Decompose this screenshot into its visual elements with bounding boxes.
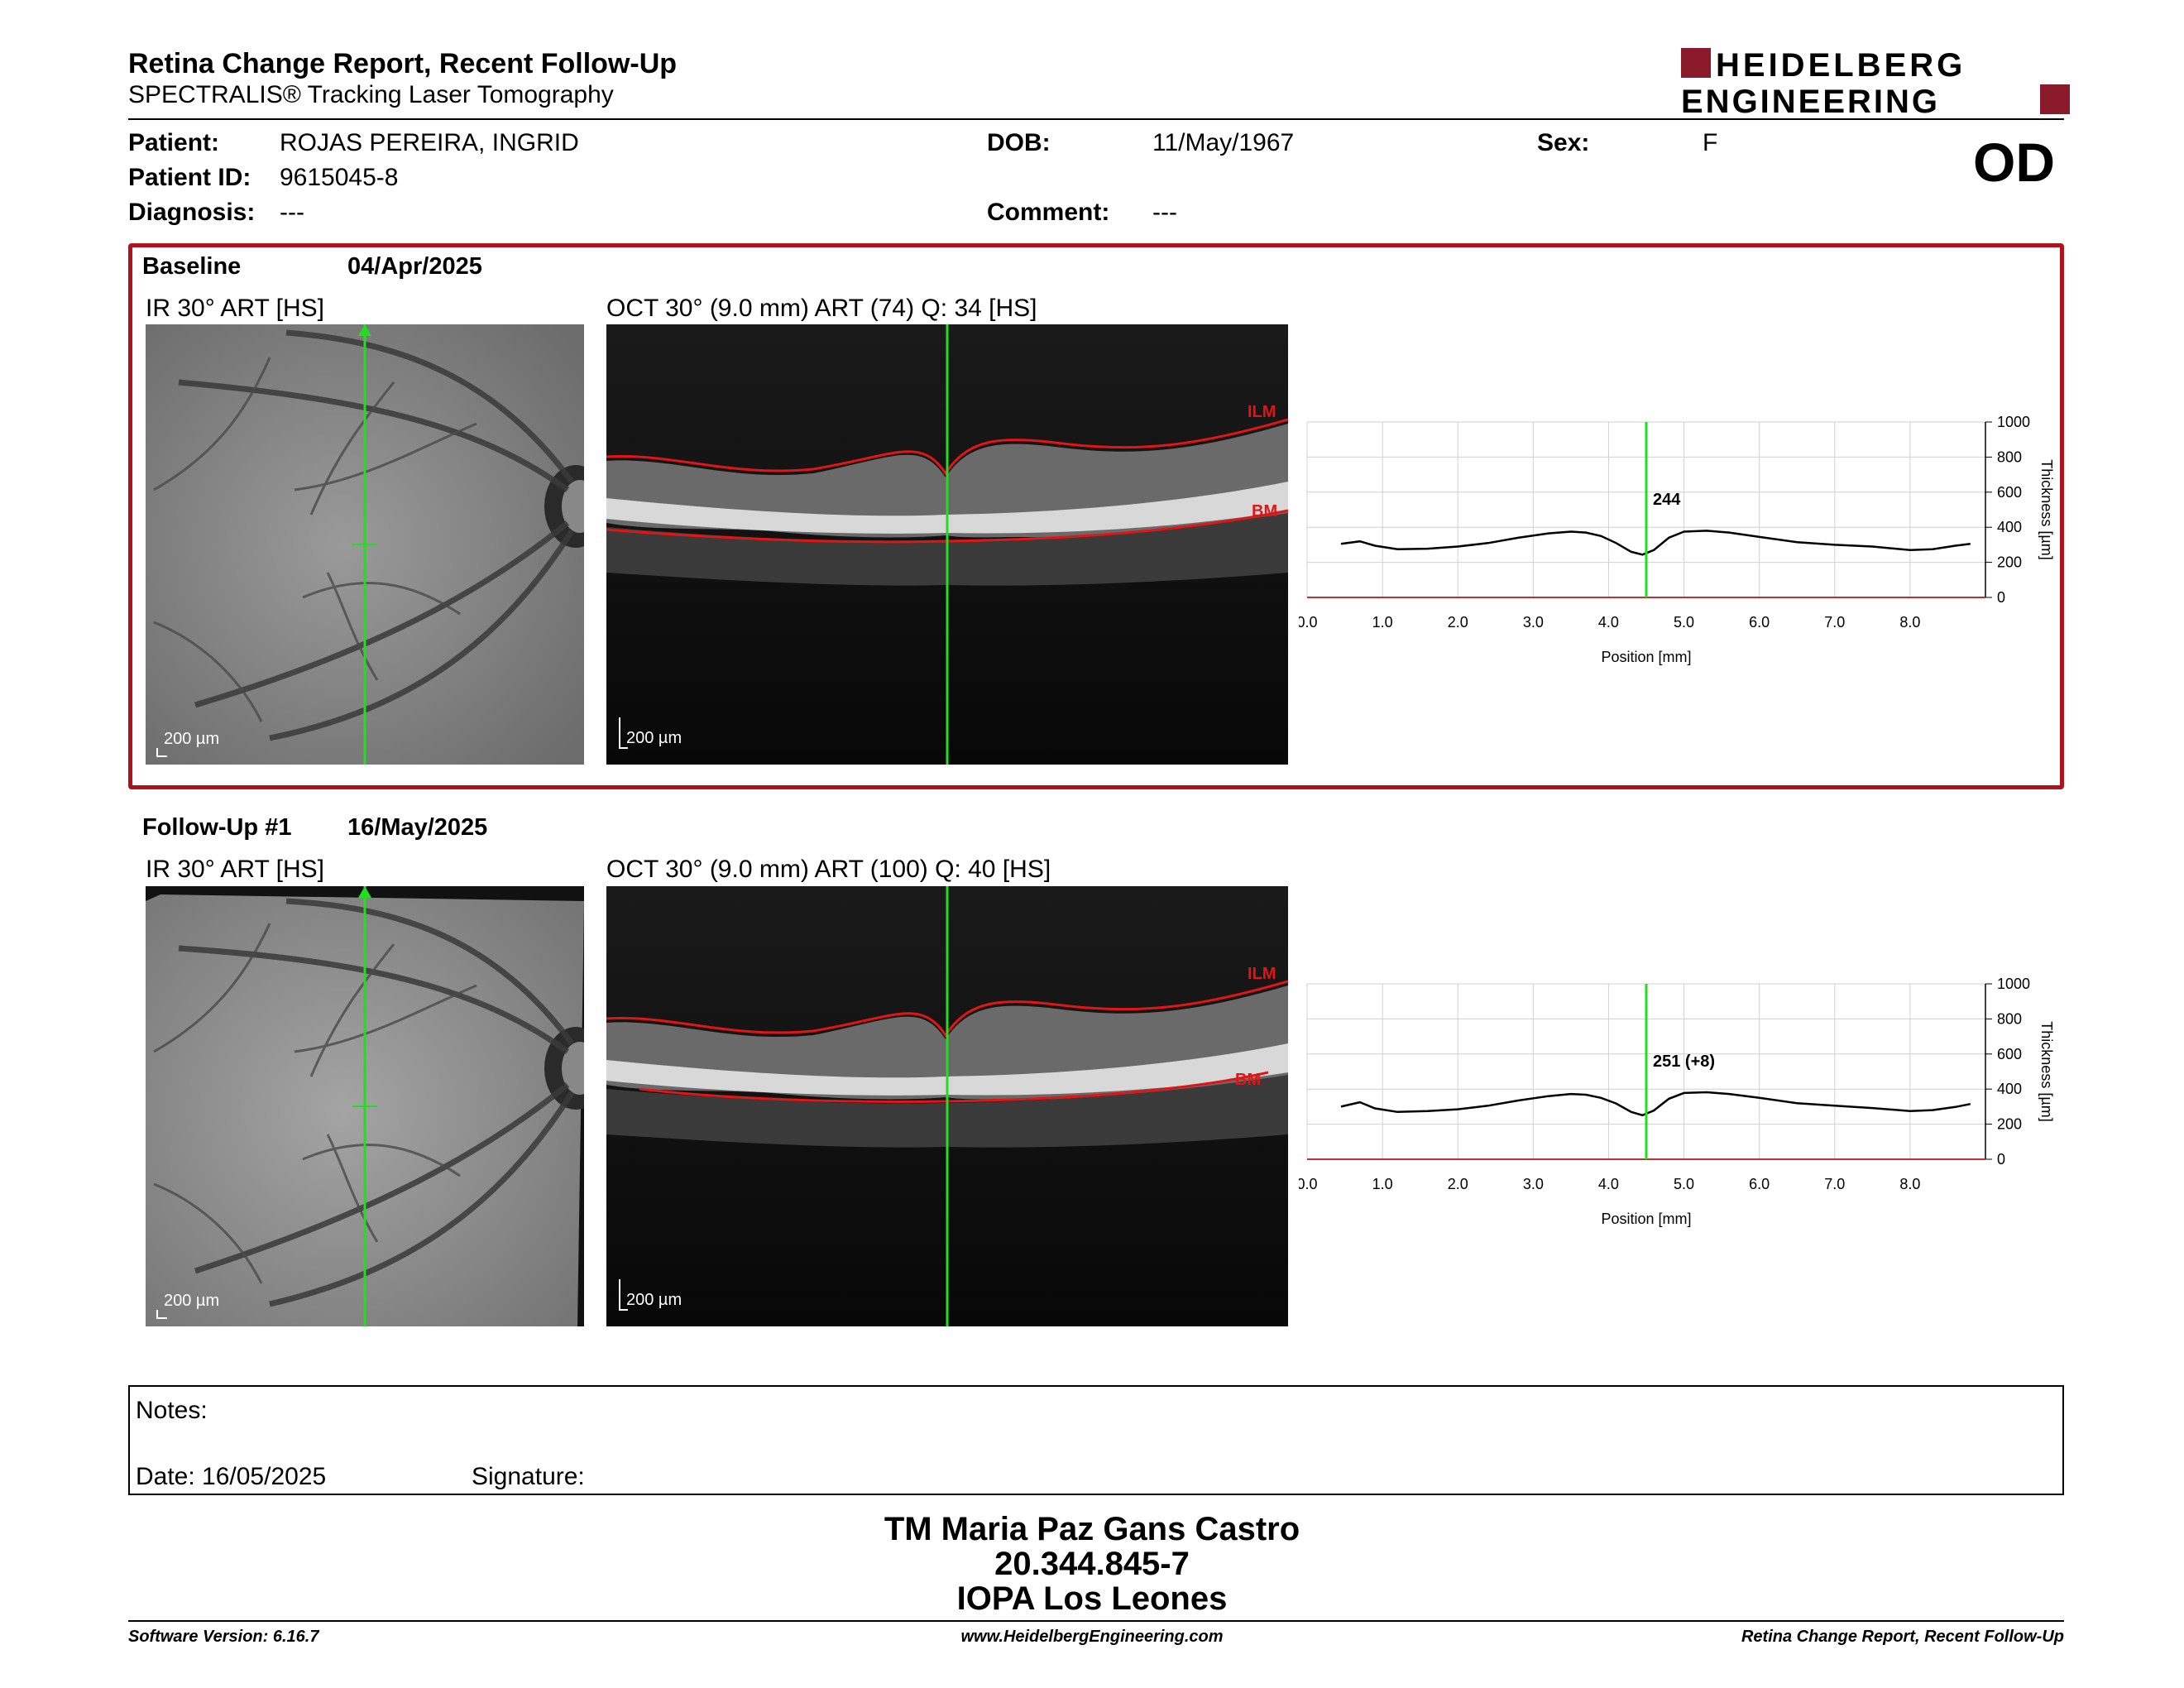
- signer-name: TM Maria Paz Gans Castro: [884, 1511, 1300, 1547]
- signature-label: Signature:: [472, 1463, 585, 1490]
- x-tick-label: 0.0: [1299, 614, 1318, 631]
- diagnosis-label: Diagnosis:: [128, 199, 256, 226]
- baseline-ir-image[interactable]: 200 µm: [146, 324, 584, 765]
- followup-bm-label: BM: [1235, 1071, 1261, 1089]
- footer-website[interactable]: www.HeidelbergEngineering.com: [960, 1628, 1224, 1646]
- patient-id-label: Patient ID:: [128, 164, 251, 191]
- followup-oct-scale: 200 µm: [626, 1291, 682, 1309]
- x-tick-label: 3.0: [1523, 1176, 1544, 1192]
- x-tick-label: 1.0: [1372, 614, 1393, 631]
- baseline-bm-label: BM: [1252, 502, 1277, 520]
- y-tick-label: 800: [1997, 1010, 2022, 1027]
- y-tick-label: 400: [1997, 1081, 2022, 1097]
- baseline-thickness-chart: 0.0 1.0 2.0 3.0 4.0 5.0 6.0 7.0 8.0 0 200 400 600 800…: [1299, 414, 2055, 665]
- y-tick-label: 0: [1997, 589, 2005, 606]
- x-tick-label: 5.0: [1674, 614, 1694, 631]
- comment-value: ---: [1152, 199, 1177, 226]
- y-tick-label: 600: [1997, 1046, 2022, 1062]
- dob-value: 11/May/1967: [1152, 129, 1295, 156]
- followup-oct-image[interactable]: ILM BM 200 µm: [606, 886, 1288, 1326]
- software-version: Software Version: 6.16.7: [128, 1628, 319, 1646]
- notes-date: Date: 16/05/2025: [136, 1463, 327, 1490]
- y-tick-label: 0: [1997, 1151, 2005, 1168]
- followup-ir-title: IR 30° ART [HS]: [146, 856, 324, 883]
- footer-report-name: Retina Change Report, Recent Follow-Up: [1741, 1628, 2064, 1646]
- patient-id-value: 9615045-8: [280, 164, 399, 191]
- baseline-ir-scale: 200 µm: [164, 730, 219, 748]
- x-tick-label: 8.0: [1899, 1176, 1920, 1192]
- followup-oct-title: OCT 30° (9.0 mm) ART (100) Q: 40 [HS]: [606, 856, 1051, 883]
- x-tick-label: 6.0: [1749, 1176, 1770, 1192]
- report-title: Retina Change Report, Recent Follow-Up: [128, 48, 678, 79]
- x-tick-label: 2.0: [1448, 1176, 1468, 1192]
- followup-label: Follow-Up #1: [142, 814, 292, 841]
- comment-label: Comment:: [987, 199, 1110, 226]
- patient-name: ROJAS PEREIRA, INGRID: [280, 129, 579, 156]
- y-axis-label: Thickness [µm]: [2038, 1021, 2055, 1121]
- y-axis-label: Thickness [µm]: [2038, 459, 2055, 559]
- heidelberg-logo: HEIDELBERG ENGINEERING: [1681, 47, 2070, 116]
- followup-ir-scale: 200 µm: [164, 1292, 219, 1310]
- signer-org: IOPA Los Leones: [956, 1580, 1228, 1617]
- baseline-oct-title: OCT 30° (9.0 mm) ART (74) Q: 34 [HS]: [606, 295, 1037, 322]
- x-tick-label: 7.0: [1824, 614, 1845, 631]
- report-subtitle: SPECTRALIS® Tracking Laser Tomography: [128, 81, 614, 108]
- notes-label: Notes:: [136, 1397, 208, 1424]
- x-tick-label: 2.0: [1448, 614, 1468, 631]
- notes-box[interactable]: [128, 1385, 2064, 1495]
- baseline-ir-title: IR 30° ART [HS]: [146, 295, 324, 322]
- signer-id: 20.344.845-7: [994, 1546, 1190, 1582]
- sex-label: Sex:: [1537, 129, 1590, 156]
- y-tick-label: 800: [1997, 448, 2022, 465]
- x-tick-label: 6.0: [1749, 614, 1770, 631]
- dob-label: DOB:: [987, 129, 1051, 156]
- followup-thickness-chart: 0.0 1.0 2.0 3.0 4.0 5.0 6.0 7.0 8.0 0 200 400 600 800…: [1299, 976, 2055, 1227]
- logo-line2: ENGINEERING: [1681, 84, 1940, 116]
- followup-date: 16/May/2025: [347, 814, 488, 841]
- diagnosis-value: ---: [280, 199, 304, 226]
- x-tick-label: 8.0: [1899, 614, 1920, 631]
- eye-indicator: OD: [1973, 132, 2055, 193]
- y-tick-label: 200: [1997, 554, 2022, 571]
- baseline-date: 04/Apr/2025: [347, 253, 482, 280]
- y-tick-label: 200: [1997, 1116, 2022, 1133]
- x-tick-label: 0.0: [1299, 1176, 1318, 1192]
- followup-ir-image[interactable]: 200 µm: [146, 886, 584, 1326]
- x-tick-label: 4.0: [1598, 1176, 1619, 1192]
- x-axis-label: Position [mm]: [1601, 649, 1691, 665]
- y-tick-label: 600: [1997, 484, 2022, 501]
- baseline-ilm-label: ILM: [1248, 403, 1276, 421]
- cursor-value: 251 (+8): [1653, 1053, 1715, 1071]
- logo-line1: HEIDELBERG: [1716, 47, 1966, 84]
- patient-label: Patient:: [128, 129, 220, 156]
- baseline-frame: [128, 243, 2064, 789]
- thickness-line: [1340, 530, 1971, 556]
- x-axis-label: Position [mm]: [1601, 1211, 1691, 1227]
- thickness-line: [1340, 1091, 1971, 1117]
- cursor-value: 244: [1653, 491, 1681, 509]
- baseline-oct-image[interactable]: ILM BM 200 µm: [606, 324, 1288, 765]
- sex-value: F: [1703, 129, 1718, 156]
- baseline-oct-scale: 200 µm: [626, 729, 682, 747]
- x-tick-label: 1.0: [1372, 1176, 1393, 1192]
- x-tick-label: 5.0: [1674, 1176, 1694, 1192]
- followup-ilm-label: ILM: [1248, 965, 1276, 983]
- y-tick-label: 1000: [1997, 976, 2030, 992]
- y-tick-label: 1000: [1997, 414, 2030, 430]
- x-tick-label: 3.0: [1523, 614, 1544, 631]
- x-tick-label: 4.0: [1598, 614, 1619, 631]
- x-tick-label: 7.0: [1824, 1176, 1845, 1192]
- y-tick-label: 400: [1997, 519, 2022, 535]
- baseline-label: Baseline: [142, 253, 242, 280]
